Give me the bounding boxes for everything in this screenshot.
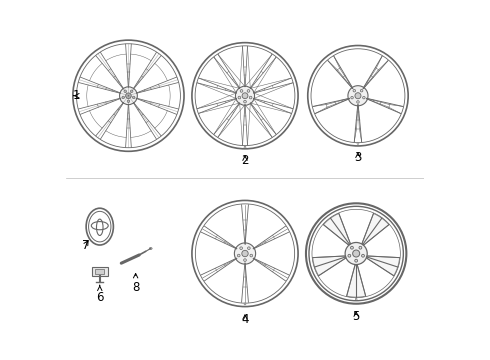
Polygon shape [95, 269, 104, 274]
Ellipse shape [234, 243, 256, 264]
Polygon shape [92, 267, 108, 276]
Polygon shape [318, 259, 354, 296]
Ellipse shape [353, 250, 360, 257]
Ellipse shape [244, 146, 246, 148]
Ellipse shape [242, 93, 248, 99]
Ellipse shape [242, 250, 248, 257]
Polygon shape [365, 225, 400, 258]
Text: 8: 8 [132, 274, 139, 294]
Ellipse shape [250, 254, 252, 257]
Polygon shape [367, 256, 400, 276]
Ellipse shape [351, 96, 353, 99]
Ellipse shape [149, 248, 152, 249]
Polygon shape [323, 213, 350, 245]
Ellipse shape [120, 87, 137, 105]
Polygon shape [339, 210, 373, 243]
Polygon shape [359, 259, 394, 296]
Ellipse shape [357, 101, 359, 103]
Ellipse shape [355, 298, 357, 300]
Ellipse shape [355, 259, 358, 262]
Ellipse shape [360, 89, 363, 92]
Text: 3: 3 [354, 151, 362, 164]
Ellipse shape [236, 86, 254, 105]
Ellipse shape [244, 100, 246, 103]
Ellipse shape [244, 303, 246, 305]
Ellipse shape [124, 90, 126, 93]
Ellipse shape [127, 100, 130, 103]
Text: 4: 4 [241, 312, 249, 326]
Ellipse shape [247, 247, 250, 249]
Ellipse shape [238, 96, 241, 99]
Ellipse shape [247, 90, 250, 92]
Ellipse shape [353, 89, 356, 92]
Ellipse shape [130, 90, 133, 93]
Text: 1: 1 [73, 89, 80, 102]
Ellipse shape [355, 93, 361, 99]
Polygon shape [362, 213, 389, 245]
Ellipse shape [359, 246, 362, 249]
Text: 5: 5 [352, 310, 360, 323]
Ellipse shape [348, 254, 351, 257]
Ellipse shape [240, 247, 243, 249]
Polygon shape [346, 265, 366, 297]
Ellipse shape [362, 254, 365, 257]
Ellipse shape [363, 96, 365, 99]
Ellipse shape [132, 96, 135, 99]
Ellipse shape [122, 96, 124, 99]
Polygon shape [313, 256, 345, 276]
Ellipse shape [357, 143, 359, 144]
Text: 2: 2 [241, 154, 249, 167]
Ellipse shape [345, 243, 367, 265]
Text: 6: 6 [96, 285, 103, 304]
Ellipse shape [238, 254, 240, 257]
Ellipse shape [125, 93, 131, 99]
Ellipse shape [249, 96, 252, 99]
Ellipse shape [348, 86, 368, 106]
Ellipse shape [244, 259, 246, 261]
Polygon shape [313, 225, 348, 258]
Ellipse shape [350, 246, 353, 249]
Text: 7: 7 [82, 239, 89, 252]
Ellipse shape [240, 90, 243, 92]
